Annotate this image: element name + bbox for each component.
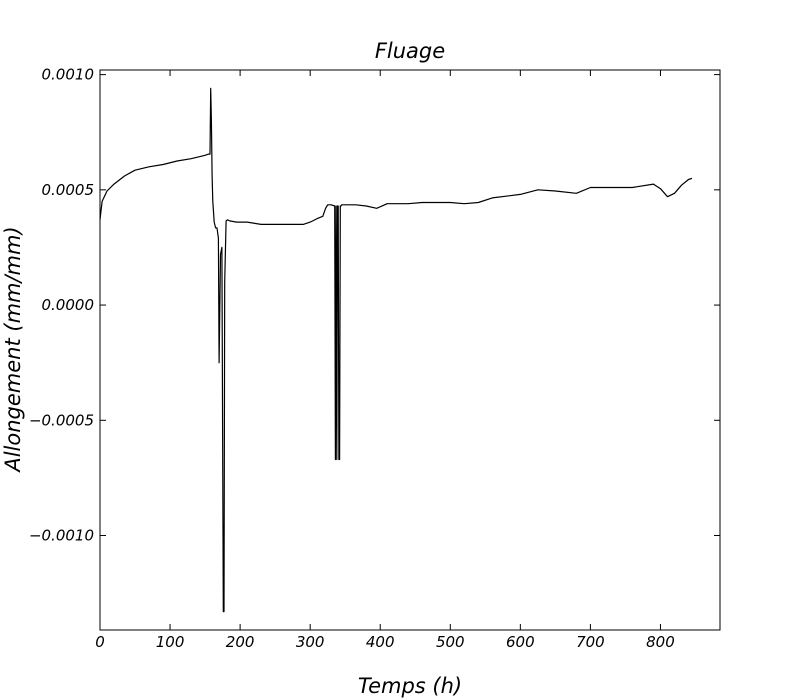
x-tick-label: 0	[95, 633, 105, 651]
series-line-0	[99, 87, 693, 613]
x-tick-label: 600	[506, 633, 535, 651]
x-tick-label: 500	[436, 633, 465, 651]
y-tick-label: 0.0000	[42, 296, 95, 314]
x-tick-label: 100	[156, 633, 185, 651]
chart-title: Fluage	[375, 39, 445, 63]
x-tick-label: 200	[226, 633, 255, 651]
plot-frame	[99, 69, 721, 631]
y-tick-label: −0.0005	[29, 411, 94, 429]
x-tick-label: 300	[296, 633, 325, 651]
x-tick-label: 400	[366, 633, 395, 651]
y-tick-label: −0.0010	[29, 527, 94, 545]
y-tick-label: 0.0010	[42, 66, 95, 84]
x-axis: 0 100 200 300 400 500 600 700 800	[95, 70, 675, 651]
y-tick-label: 0.0005	[42, 181, 95, 199]
y-axis-label: Allongement (mm/mm)	[1, 226, 25, 473]
x-tick-label: 800	[646, 633, 675, 651]
plot-area	[99, 69, 721, 631]
x-tick-label: 700	[576, 633, 605, 651]
y-axis: 0.0010 0.0005 0.0000 −0.0005 −0.0010	[29, 66, 720, 545]
x-axis-label: Temps (h)	[358, 674, 462, 698]
